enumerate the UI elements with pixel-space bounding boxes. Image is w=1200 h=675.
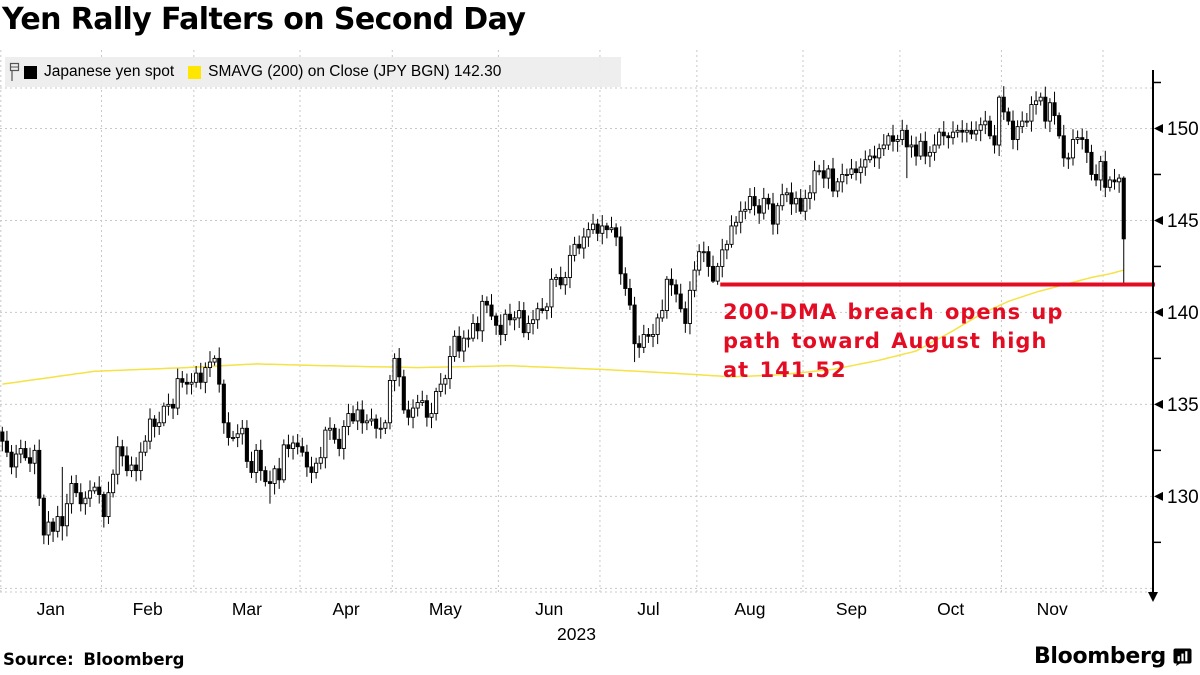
chart-legend: Japanese yen spot SMAVG (200) on Close (… — [5, 57, 621, 87]
svg-text:Nov: Nov — [1037, 599, 1068, 619]
yen-spot-label: Japanese yen spot — [44, 63, 175, 80]
svg-text:Jul: Jul — [637, 599, 659, 619]
right-axis: 130 135 140 145 150 — [1148, 70, 1199, 602]
legend-item-yen-spot: Japanese yen spot — [24, 63, 174, 81]
svg-text:135: 135 — [1167, 395, 1199, 416]
svg-text:2023: 2023 — [557, 624, 596, 644]
bloomberg-wordmark: Bloomberg — [1033, 644, 1166, 669]
page-title: Yen Rally Falters on Second Day — [2, 2, 526, 37]
svg-text:Oct: Oct — [937, 599, 964, 619]
source-label: Source: Bloomberg — [3, 650, 185, 669]
candlesticks — [0, 86, 1126, 545]
svg-text:Jan: Jan — [37, 599, 65, 619]
yen-spot-swatch — [24, 65, 37, 79]
svg-text:140: 140 — [1167, 303, 1199, 324]
legend-flag-icon — [9, 62, 20, 81]
legend-item-smavg: SMAVG (200) on Close (JPY BGN) 142.30 — [188, 63, 501, 81]
svg-text:May: May — [429, 599, 462, 619]
svg-text:Aug: Aug — [734, 599, 765, 619]
annotation-line-1: 200-DMA breach opens up — [723, 300, 1064, 324]
smavg-swatch — [188, 65, 202, 79]
gridlines — [0, 50, 1152, 593]
svg-text:145: 145 — [1167, 211, 1199, 232]
bloomberg-logo-icon — [1173, 648, 1192, 666]
svg-text:Feb: Feb — [133, 599, 163, 619]
chart-annotation: 200-DMA breach opens up path toward Augu… — [723, 298, 1063, 385]
smavg-label: SMAVG (200) on Close (JPY BGN) 142.30 — [208, 63, 502, 80]
sma-200-line — [2, 269, 1124, 385]
annotation-line-2: path toward August high — [723, 329, 1048, 353]
svg-text:Jun: Jun — [535, 599, 563, 619]
svg-text:Apr: Apr — [333, 599, 360, 619]
annotation-line-3: at 141.52 — [723, 358, 847, 382]
x-axis-labels: Jan Feb Mar Apr May Jun Jul Aug Sep Oct Nov 2023 — [37, 599, 1068, 644]
svg-text:150: 150 — [1167, 119, 1199, 140]
svg-text:130: 130 — [1167, 487, 1199, 508]
svg-text:Sep: Sep — [836, 599, 867, 619]
bloomberg-logo: Bloomberg — [1034, 644, 1192, 669]
svg-text:Mar: Mar — [232, 599, 262, 619]
